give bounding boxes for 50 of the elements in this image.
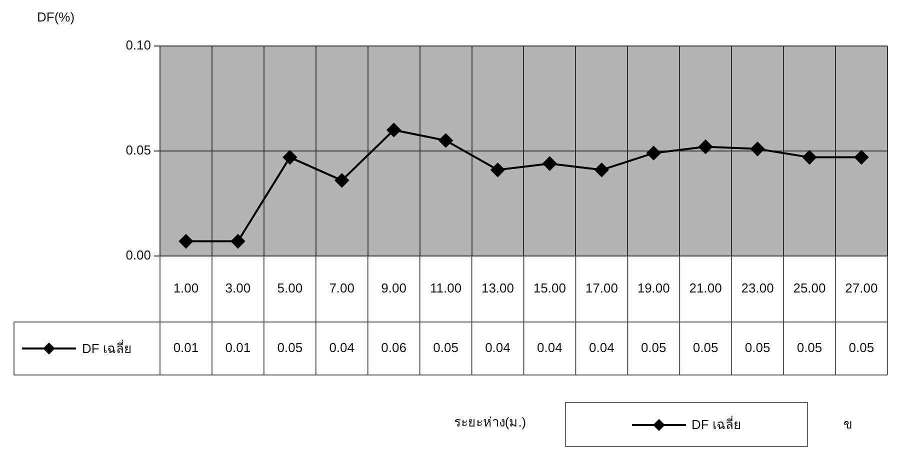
data-label: 0.01	[173, 340, 199, 356]
data-label: 0.04	[485, 340, 510, 356]
data-label: 0.05	[692, 340, 718, 356]
text: ข	[844, 416, 852, 432]
data-label: 0.01	[225, 340, 251, 356]
x-tick-label: 21.00	[689, 280, 722, 296]
x-tick-label: 11.00	[430, 280, 462, 296]
x-tick-label: 17.00	[585, 280, 618, 296]
x-tick-label: 5.00	[277, 280, 303, 296]
point	[438, 134, 453, 148]
data-label: 0.05	[640, 340, 666, 356]
point	[490, 162, 505, 177]
data-label: 0.05	[796, 340, 822, 356]
point	[698, 140, 713, 154]
point	[750, 142, 765, 156]
x-tick-label: 25.00	[793, 280, 826, 296]
data-label: 0.05	[848, 340, 874, 356]
text: ระยะห่าง(ม.)	[454, 414, 526, 430]
data-label: 0.05	[433, 340, 458, 356]
data-label: 0.05	[744, 340, 770, 356]
point	[854, 150, 868, 164]
legend-label: DF เฉลี่ย	[82, 340, 132, 356]
point	[230, 234, 245, 248]
y-tick-label: 0.10	[126, 38, 151, 53]
x-tick-label: 7.00	[329, 280, 355, 296]
point	[282, 150, 297, 164]
point	[802, 150, 816, 164]
point	[542, 156, 557, 171]
point	[178, 234, 193, 248]
x-tick-label: 3.00	[225, 280, 251, 296]
x-tick-label: 1.00	[173, 280, 199, 296]
data-label: 0.04	[537, 340, 562, 356]
x-tick-label: 23.00	[741, 280, 774, 296]
y-tick-label: 0.05	[126, 142, 151, 158]
x-tick-label: 9.00	[381, 280, 406, 296]
data-label: 0.04	[588, 340, 614, 356]
point	[594, 162, 609, 177]
point	[334, 173, 349, 188]
y-axis-title: DF(%)	[37, 10, 75, 25]
point	[386, 123, 401, 137]
x-tick-label: 27.00	[845, 280, 878, 296]
x-tick-label: 15.00	[533, 280, 566, 296]
y-tick-label: 0.00	[126, 248, 151, 263]
x-tick-label: 19.00	[637, 280, 670, 296]
data-label: 0.06	[381, 340, 406, 356]
data-label: 0.04	[329, 340, 355, 356]
x-tick-label: 13.00	[481, 280, 514, 296]
text: DF เฉลี่ย	[692, 417, 742, 432]
data-label: 0.05	[277, 340, 303, 356]
point	[646, 146, 661, 160]
